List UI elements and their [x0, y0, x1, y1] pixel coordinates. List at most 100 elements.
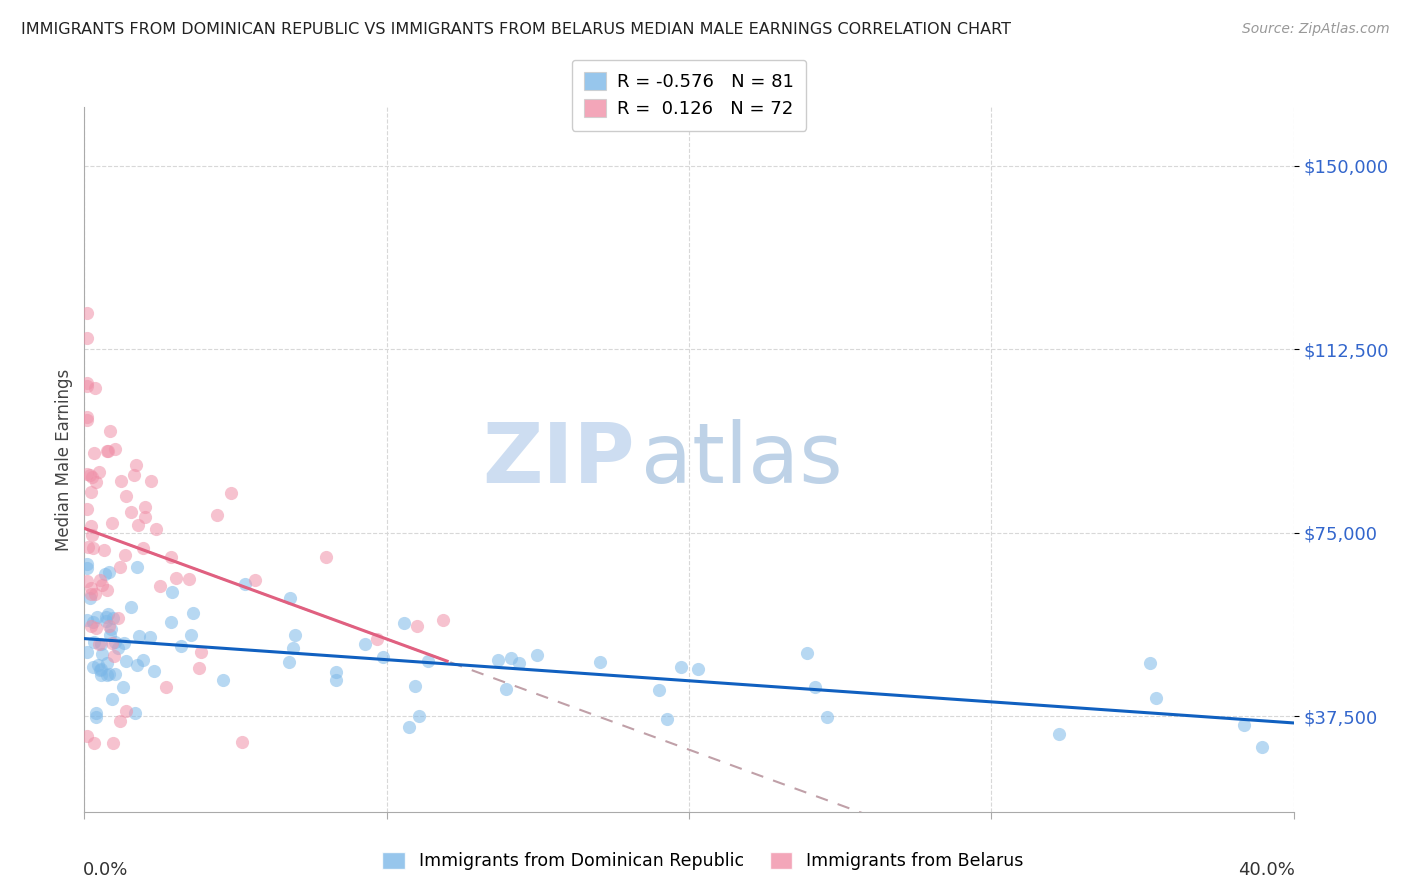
Point — [83, 736, 105, 750]
Point — [89, 637, 111, 651]
Point — [80, 587, 103, 601]
Point — [76, 645, 98, 659]
Point — [90, 662, 112, 676]
Point — [142, 664, 165, 678]
Point — [125, 458, 148, 472]
Point — [96, 667, 118, 681]
Point — [127, 559, 149, 574]
Point — [804, 680, 827, 694]
Point — [181, 607, 204, 621]
Point — [145, 522, 167, 536]
Point — [124, 706, 146, 721]
Point — [97, 444, 120, 458]
Point — [100, 622, 122, 636]
Point — [1047, 727, 1070, 741]
Point — [104, 667, 127, 681]
Point — [160, 615, 183, 629]
Point — [90, 648, 112, 662]
Point — [80, 519, 103, 533]
Point — [139, 630, 162, 644]
Text: ZIP: ZIP — [482, 419, 634, 500]
Point — [76, 557, 98, 571]
Point — [110, 474, 132, 488]
Point — [366, 632, 388, 647]
Point — [84, 587, 107, 601]
Text: 40.0%: 40.0% — [1237, 861, 1295, 879]
Point — [90, 637, 112, 651]
Point — [76, 501, 98, 516]
Point — [89, 574, 111, 588]
Point — [418, 654, 440, 668]
Point — [408, 708, 430, 723]
Text: 0.0%: 0.0% — [83, 861, 128, 879]
Point — [284, 627, 307, 641]
Legend: R = -0.576   N = 81, R =  0.126   N = 72: R = -0.576 N = 81, R = 0.126 N = 72 — [572, 60, 806, 131]
Point — [149, 579, 172, 593]
Point — [90, 668, 112, 682]
Point — [83, 634, 105, 648]
Point — [76, 413, 98, 427]
Point — [96, 614, 118, 628]
Point — [398, 720, 420, 734]
Point — [110, 714, 132, 728]
Point — [76, 574, 98, 588]
Point — [233, 577, 256, 591]
Text: Source: ZipAtlas.com: Source: ZipAtlas.com — [1241, 22, 1389, 37]
Point — [80, 470, 103, 484]
Point — [127, 518, 149, 533]
Point — [278, 591, 301, 605]
Point — [134, 500, 156, 514]
Point — [94, 566, 117, 581]
Point — [526, 648, 548, 663]
Point — [187, 661, 209, 675]
Point — [325, 673, 347, 687]
Point — [76, 305, 98, 319]
Point — [103, 611, 125, 625]
Point — [77, 541, 100, 555]
Point — [87, 657, 110, 672]
Point — [101, 691, 124, 706]
Point — [815, 710, 838, 724]
Point — [404, 679, 426, 693]
Point — [80, 581, 103, 595]
Point — [97, 565, 120, 579]
Point — [486, 652, 509, 666]
Point — [80, 485, 103, 500]
Point — [84, 709, 107, 723]
Point — [84, 706, 107, 720]
Point — [177, 573, 200, 587]
Point — [104, 442, 127, 456]
Y-axis label: Median Male Earnings: Median Male Earnings — [55, 368, 73, 550]
Point — [405, 618, 427, 632]
Point — [132, 541, 155, 556]
Point — [107, 640, 129, 655]
Point — [79, 591, 101, 606]
Point — [125, 658, 148, 673]
Point — [508, 656, 530, 670]
Point — [103, 649, 125, 664]
Point — [101, 636, 124, 650]
Point — [83, 446, 105, 460]
Point — [165, 571, 187, 585]
Point — [132, 653, 155, 667]
Point — [98, 618, 121, 632]
Point — [89, 663, 111, 677]
Point — [79, 467, 101, 482]
Point — [104, 635, 127, 649]
Point — [82, 527, 104, 541]
Point — [124, 467, 146, 482]
Point — [155, 681, 177, 695]
Point — [82, 660, 104, 674]
Point — [82, 541, 104, 556]
Point — [115, 490, 138, 504]
Point — [669, 660, 692, 674]
Point — [96, 656, 118, 670]
Point — [101, 736, 124, 750]
Point — [207, 508, 229, 522]
Point — [84, 475, 107, 489]
Point — [114, 636, 136, 650]
Point — [80, 619, 103, 633]
Point — [97, 607, 120, 622]
Point — [90, 578, 112, 592]
Point — [796, 646, 818, 660]
